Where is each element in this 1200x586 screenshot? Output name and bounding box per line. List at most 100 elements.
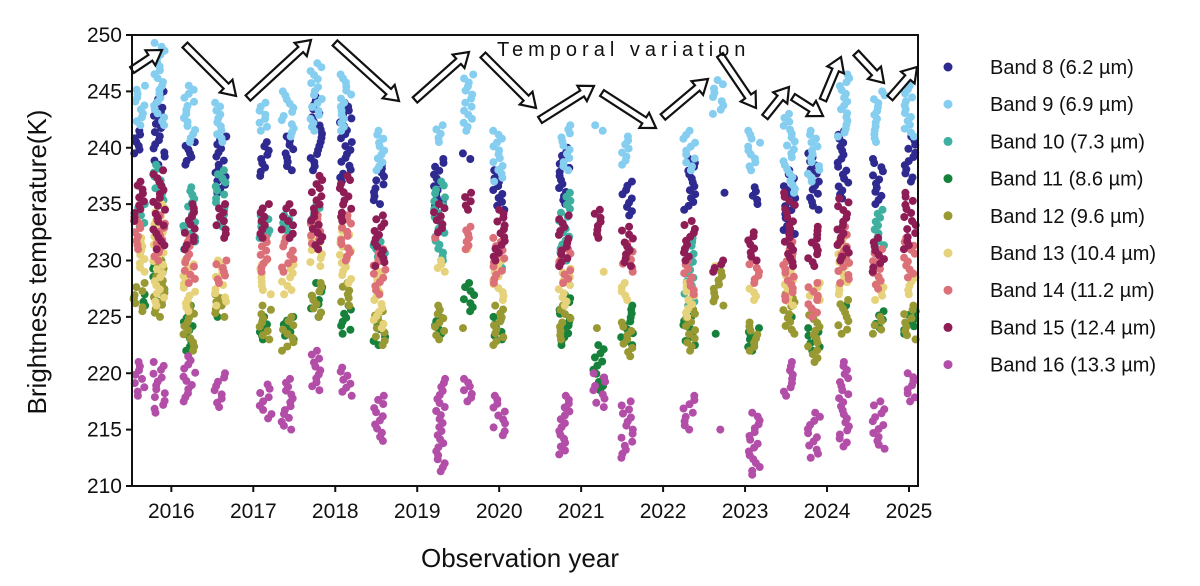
data-point [626,352,635,361]
data-point [280,290,289,299]
data-point [279,421,288,430]
data-point [180,364,189,373]
data-point [373,242,382,251]
data-point [496,317,505,326]
data-point [619,339,628,348]
legend-item: Band 15 (12.4 µm) [943,317,1156,339]
data-point [151,408,160,417]
data-point [900,310,909,319]
data-point [431,189,440,198]
data-point [152,301,161,310]
data-point [565,129,574,138]
data-point [807,177,816,186]
data-point [804,342,813,351]
data-point [185,138,194,147]
data-point [317,63,326,72]
data-point [709,267,718,276]
data-point [870,321,879,330]
data-point [909,132,918,141]
data-point [462,126,471,135]
data-point [493,217,502,226]
data-point [338,282,347,291]
data-point [709,93,717,101]
data-point [157,365,165,374]
data-point [180,228,189,237]
data-point [807,304,816,313]
data-point [868,417,877,426]
data-point [257,267,266,276]
legend-label: Band 13 (10.4 µm) [990,243,1156,265]
data-point [433,455,442,464]
data-point [872,138,880,147]
data-point [840,128,849,137]
data-point [191,368,200,377]
data-point [908,196,917,205]
data-point [806,130,814,139]
data-point [755,463,764,471]
data-point [489,279,498,287]
data-point [314,220,323,229]
y-tick-label: 235 [87,193,122,216]
data-point [181,160,190,169]
data-point [590,353,599,362]
data-point [565,204,574,213]
legend-label: Band 10 (7.3 µm) [990,131,1145,153]
data-point [869,171,877,180]
data-point [834,321,843,330]
data-point [814,205,823,214]
data-point [781,268,790,277]
data-point [131,299,140,308]
data-point [465,382,474,391]
data-point [903,331,911,340]
data-point [212,198,220,207]
data-point [287,425,296,434]
data-point [871,296,880,304]
x-tick-label: 2025 [886,500,933,523]
data-point [901,169,910,178]
series-band-9 [131,38,918,197]
data-point [279,267,288,276]
data-point [716,425,725,434]
data-point [788,288,797,297]
data-point [149,144,158,153]
data-point [149,358,158,366]
series-band-8 [130,87,920,242]
data-point [716,105,725,114]
data-point [596,349,605,358]
data-point [560,301,569,310]
x-tick-label: 2023 [722,500,769,523]
data-point [308,103,317,111]
data-point [220,373,229,382]
data-point [345,301,354,310]
data-point [309,304,318,313]
data-point [215,279,223,287]
data-point [278,346,286,355]
data-point [561,446,569,455]
data-point [438,121,447,130]
data-point [617,453,626,462]
data-point [600,394,609,403]
data-point [289,338,298,347]
data-point [747,134,756,143]
data-point [313,75,322,84]
data-point [379,400,388,408]
data-point [869,401,878,410]
data-point [790,137,799,146]
data-point [287,286,296,295]
data-point [555,450,564,459]
data-point [815,165,824,174]
data-point [315,287,324,296]
data-point [779,306,788,315]
data-point [161,205,169,214]
data-point [461,283,470,292]
arrow-icon [598,88,658,130]
data-point [436,467,445,476]
data-point [718,80,727,89]
data-point [752,256,761,265]
data-point [289,208,297,217]
legend-label: Band 11 (8.6 µm) [990,169,1143,191]
data-point [316,254,325,263]
y-tick-label: 240 [87,137,122,160]
data-point [874,284,883,293]
data-point [781,296,790,304]
